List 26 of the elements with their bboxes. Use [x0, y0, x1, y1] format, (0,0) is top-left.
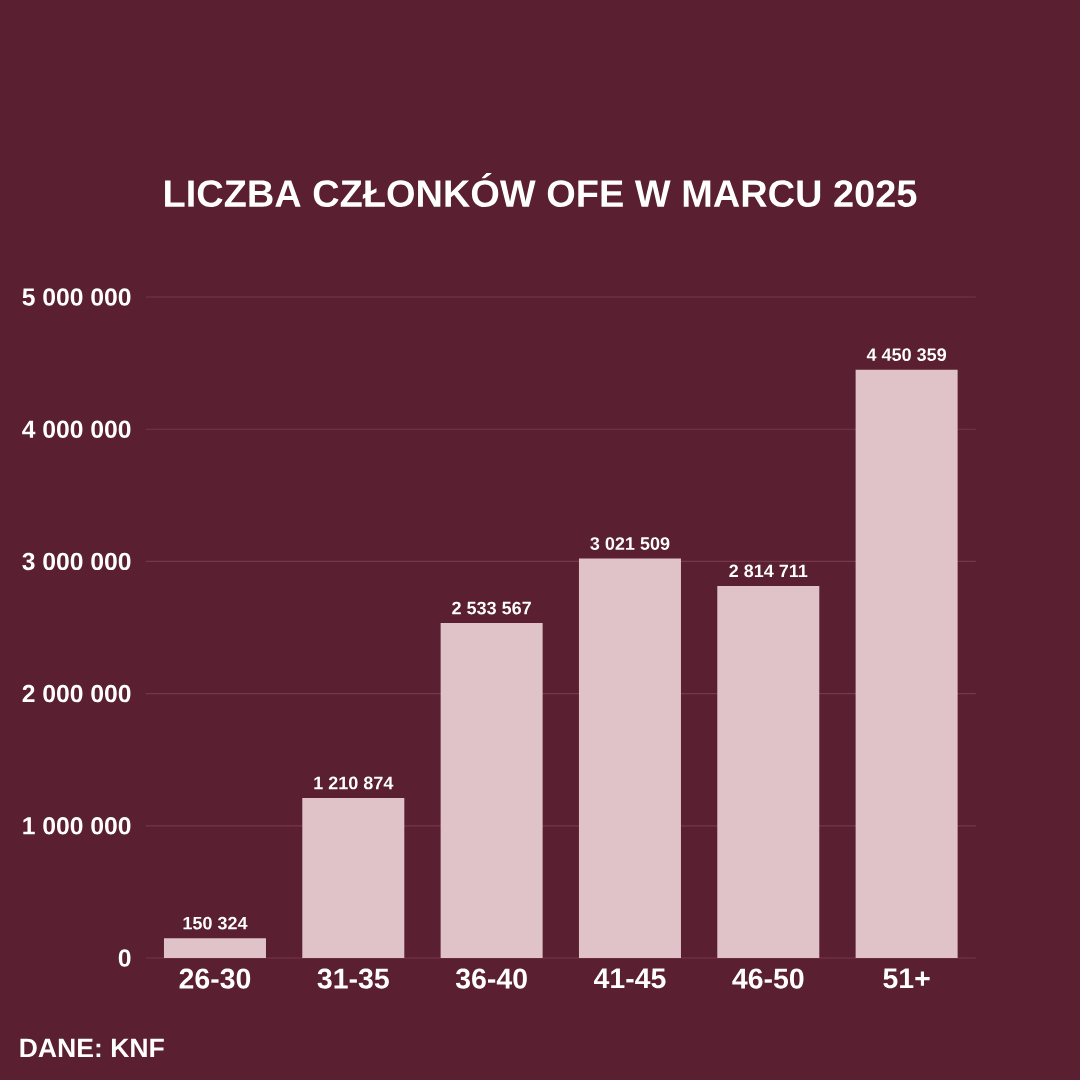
y-tick-label: 4 000 000: [22, 420, 131, 438]
y-tick-label: 3 000 000: [22, 552, 131, 571]
bar: [855, 369, 958, 959]
x-tick-label: 51+: [883, 968, 930, 989]
y-tick-label: 1 000 000: [23, 817, 131, 835]
bar: [440, 623, 543, 959]
data-label: 2 533 567: [452, 601, 531, 615]
y-tick-label: 0: [118, 949, 131, 967]
x-tick-label: 46-50: [732, 968, 804, 989]
data-label: 1 210 874: [314, 776, 394, 790]
data-label: 3 021 509: [590, 537, 670, 550]
data-label: 4 450 359: [866, 348, 947, 362]
y-tick-label: 5 000 000: [22, 288, 131, 306]
y-tick-label: 2 000 000: [22, 684, 131, 703]
text: DANE: KNF: [20, 1038, 164, 1058]
bar: [578, 558, 681, 959]
x-tick-label: 26-30: [179, 968, 251, 989]
bar: [163, 938, 266, 959]
chart-title: LICZBA CZŁONKÓW OFE W MARCU 2025: [165, 173, 917, 208]
x-tick-label: 31-35: [317, 968, 389, 989]
x-tick-label: 41-45: [593, 968, 666, 989]
data-label: 2 814 711: [729, 564, 808, 578]
bar: [302, 797, 405, 959]
data-label: 150 324: [183, 916, 248, 930]
x-tick-label: 36-40: [455, 968, 527, 989]
bar: [717, 585, 820, 959]
